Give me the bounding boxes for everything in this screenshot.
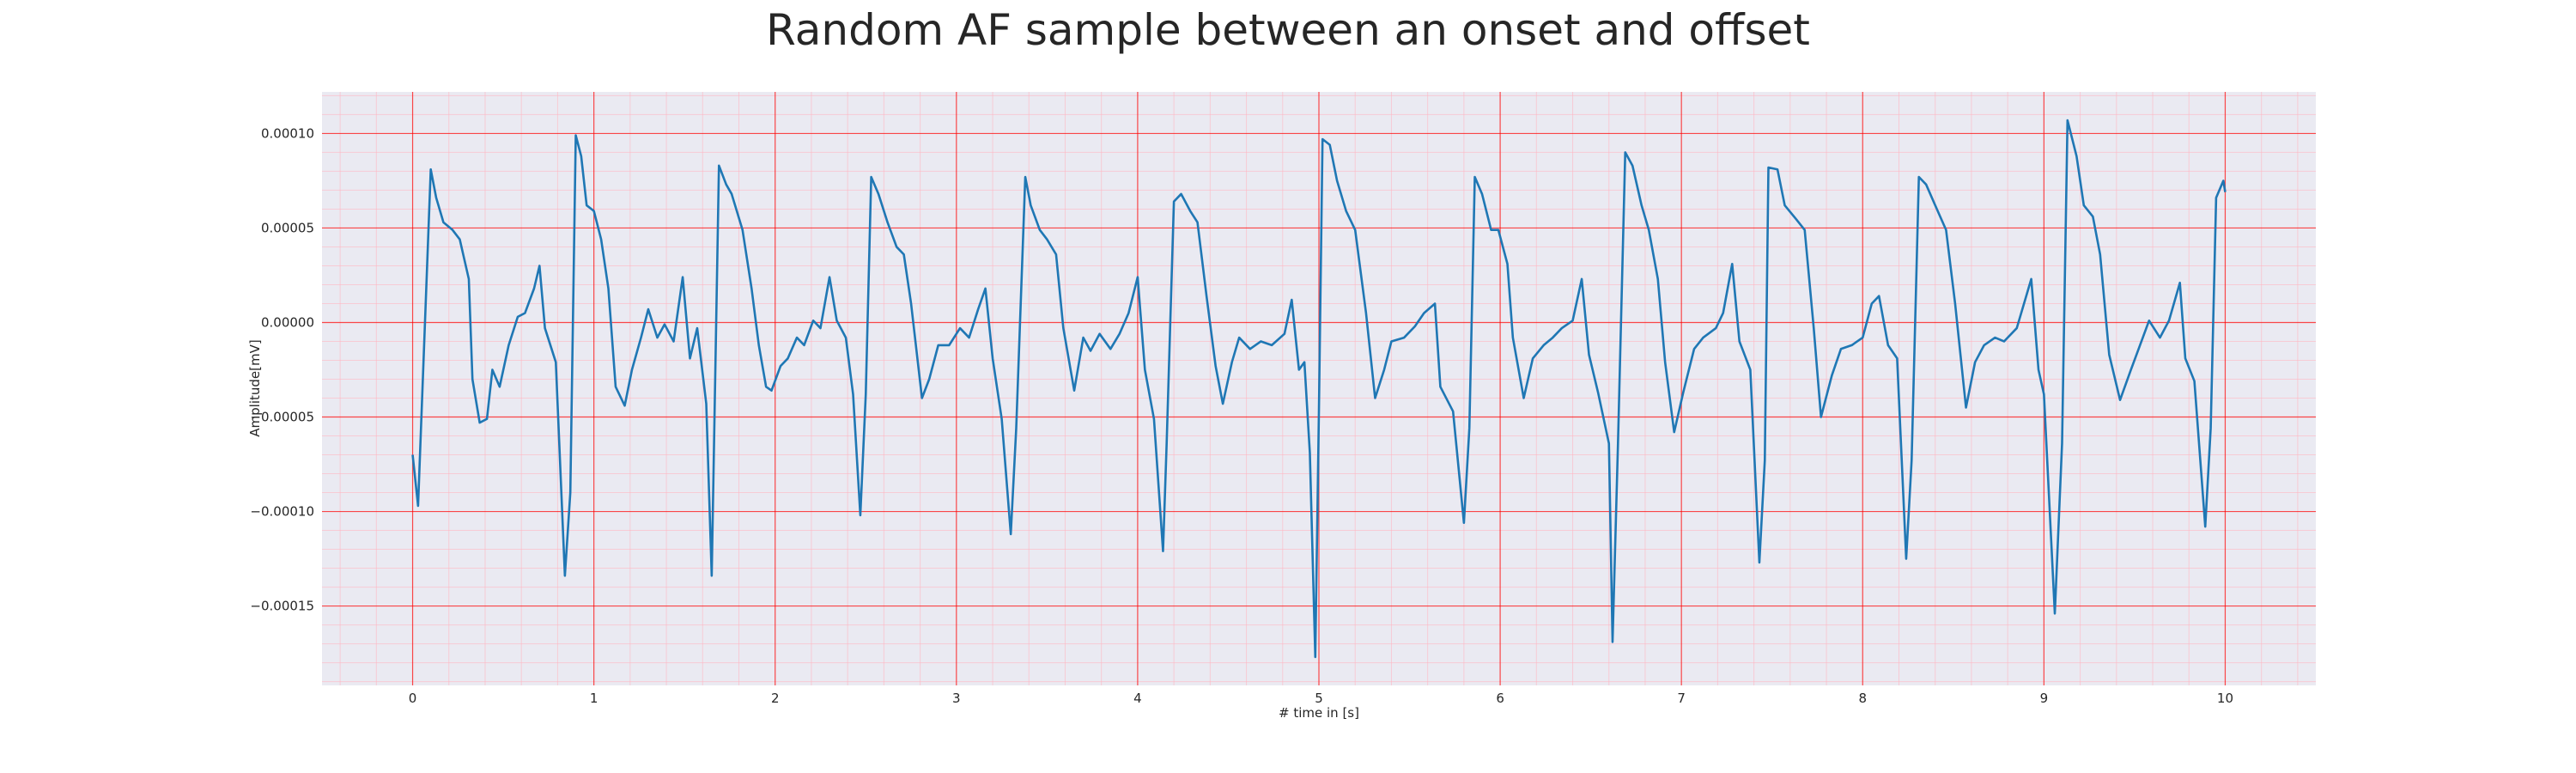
y-tick-label: −0.00005 bbox=[250, 410, 314, 425]
x-tick-label: 5 bbox=[1315, 691, 1323, 706]
x-tick-label: 7 bbox=[1677, 691, 1686, 706]
x-tick-label: 3 bbox=[952, 691, 961, 706]
x-tick-label: 9 bbox=[2040, 691, 2049, 706]
x-axis-label: # time in [s] bbox=[1279, 705, 1359, 721]
x-tick-label: 8 bbox=[1858, 691, 1867, 706]
y-tick-label: 0.00010 bbox=[261, 125, 314, 141]
y-axis-label: Amplitude[mV] bbox=[247, 339, 263, 436]
chart-title: Random AF sample between an onset and of… bbox=[766, 5, 1810, 55]
x-tick-label: 10 bbox=[2217, 691, 2233, 706]
y-tick-label: −0.00015 bbox=[250, 599, 314, 614]
y-tick-label: −0.00010 bbox=[250, 504, 314, 520]
x-tick-label: 4 bbox=[1133, 691, 1142, 706]
x-tick-label: 6 bbox=[1496, 691, 1504, 706]
x-tick-label: 2 bbox=[771, 691, 780, 706]
y-tick-label: 0.00000 bbox=[261, 314, 314, 330]
x-tick-label: 1 bbox=[590, 691, 598, 706]
y-tick-label: 0.00005 bbox=[261, 220, 314, 235]
signal-line bbox=[411, 119, 2227, 659]
x-tick-label: 0 bbox=[409, 691, 417, 706]
